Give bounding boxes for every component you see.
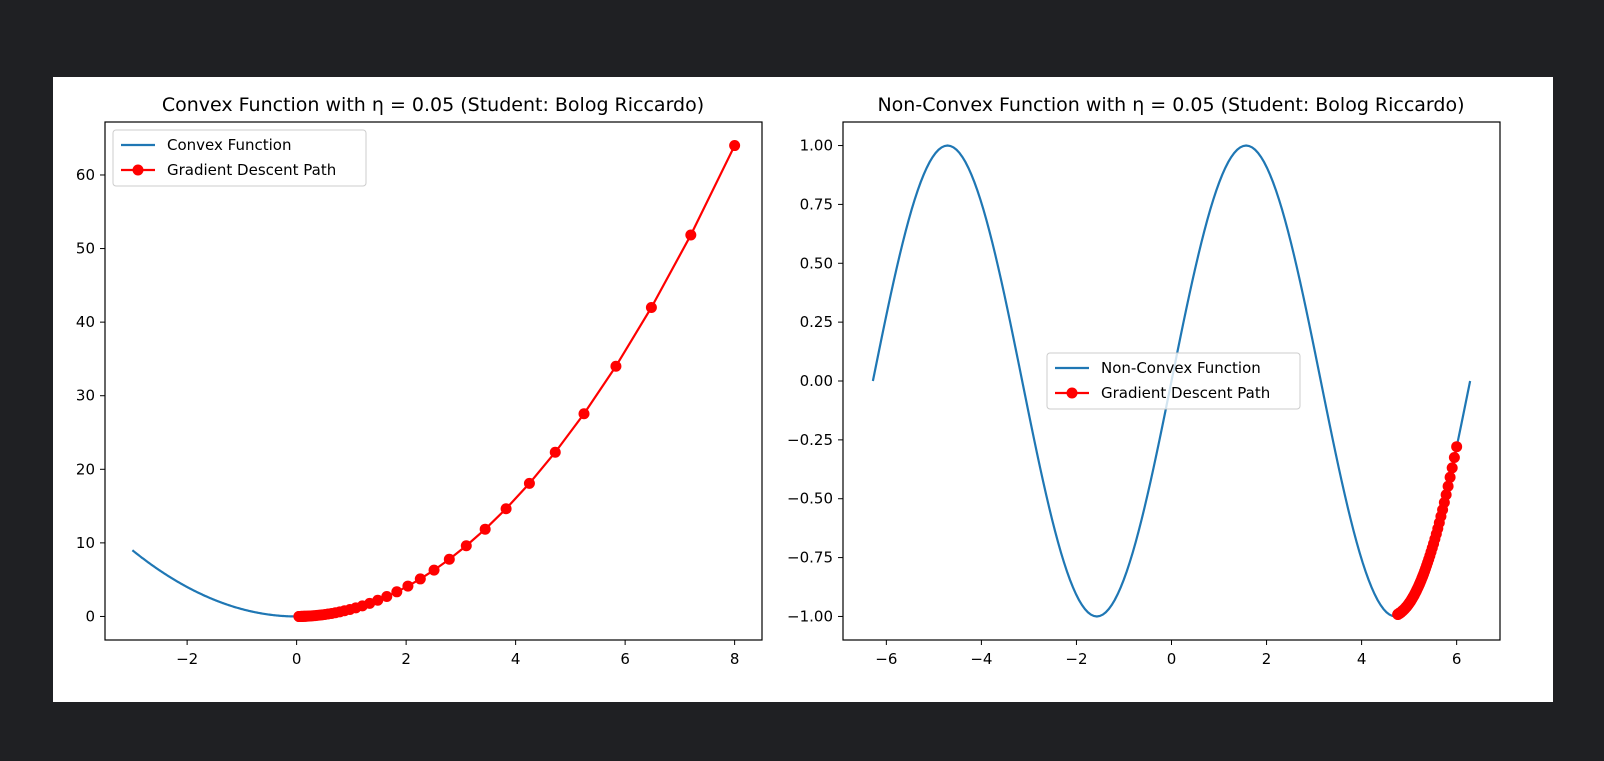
non-convex-y-tick-label: 0.75 (800, 195, 833, 213)
convex-y-tick-label: 60 (76, 166, 95, 184)
convex-legend-function-label: Convex Function (167, 136, 291, 154)
non-convex-descent-point (1446, 462, 1458, 474)
convex-descent-point (729, 140, 741, 152)
convex-x-tick-label: −2 (176, 650, 198, 668)
convex-x-tick-label: 8 (730, 650, 740, 668)
non-convex-y-tick-label: −1.00 (787, 607, 833, 625)
non-convex-y-tick-label: 0.00 (800, 372, 833, 390)
convex-descent-point (391, 586, 403, 598)
non-convex-x-tick-label: 6 (1452, 650, 1462, 668)
non-convex-x-tick-label: −6 (875, 650, 897, 668)
convex-legend-path-label: Gradient Descent Path (167, 161, 336, 179)
convex-axes-frame (104, 121, 763, 641)
non-convex-y-tick-label: −0.25 (787, 431, 833, 449)
convex-x-tick-label: 6 (620, 650, 630, 668)
non-convex-chart-title: Non-Convex Function with η = 0.05 (Stude… (877, 94, 1464, 116)
figure-svg: Convex Function with η = 0.05 (Student: … (76, 94, 1501, 668)
non-convex-axis-ticks: −6 −4 −2 0 2 4 6 −1.00 −0.75 −0.50 −0.25 0.00 0.25 0.… (787, 137, 1461, 668)
convex-descent-point (685, 229, 697, 241)
non-convex-descent-path-line (1396, 446, 1458, 616)
non-convex-y-tick-label: −0.75 (787, 549, 833, 567)
non-convex-y-tick-label: 0.25 (800, 313, 833, 331)
non-convex-chart: Non-Convex Function with η = 0.05 (Stude… (787, 94, 1501, 668)
convex-y-tick-label: 20 (76, 460, 95, 478)
non-convex-x-tick-label: −2 (1065, 650, 1087, 668)
convex-x-tick-label: 0 (292, 650, 302, 668)
convex-descent-point (293, 610, 305, 622)
non-convex-legend-function-label: Non-Convex Function (1101, 359, 1261, 377)
convex-y-tick-label: 30 (76, 387, 95, 405)
convex-descent-point (500, 503, 512, 515)
non-convex-y-tick-label: 1.00 (800, 137, 833, 155)
non-convex-x-tick-label: 0 (1167, 650, 1177, 668)
convex-descent-point (523, 477, 535, 489)
convex-function-line (131, 549, 297, 618)
non-convex-x-tick-label: 4 (1357, 650, 1367, 668)
convex-y-tick-label: 0 (85, 607, 95, 625)
convex-chart-title: Convex Function with η = 0.05 (Student: … (162, 94, 704, 116)
convex-y-tick-label: 10 (76, 534, 95, 552)
convex-descent-point (381, 591, 393, 603)
non-convex-legend-path-marker (1066, 387, 1078, 399)
convex-legend: Convex Function Gradient Descent Path (112, 129, 367, 187)
convex-axis-ticks: −2 0 2 4 6 8 0 10 20 30 40 50 60 (76, 166, 739, 668)
convex-legend-path-marker (132, 164, 144, 176)
non-convex-descent-point (1442, 480, 1454, 492)
convex-descent-point (443, 553, 455, 565)
convex-descent-point (479, 523, 491, 535)
non-convex-descent-point (1444, 471, 1456, 483)
convex-x-tick-label: 2 (401, 650, 411, 668)
non-convex-y-tick-label: −0.50 (787, 490, 833, 508)
non-convex-descent-point (1448, 452, 1460, 464)
non-convex-x-tick-label: 2 (1262, 650, 1272, 668)
non-convex-descent-point (1451, 441, 1463, 453)
non-convex-legend: Non-Convex Function Gradient Descent Pat… (1046, 352, 1301, 410)
figure-canvas: Convex Function with η = 0.05 (Student: … (53, 77, 1553, 702)
convex-descent-point (578, 408, 590, 420)
non-convex-legend-box (1046, 352, 1301, 410)
non-convex-x-tick-label: −4 (970, 650, 992, 668)
convex-y-tick-label: 40 (76, 313, 95, 331)
convex-plot-area (131, 140, 741, 622)
non-convex-descent-point (1392, 608, 1404, 620)
convex-descent-path-line (298, 145, 736, 618)
convex-descent-point (610, 360, 622, 372)
convex-chart: Convex Function with η = 0.05 (Student: … (76, 94, 763, 668)
convex-descent-point (428, 564, 440, 576)
convex-x-tick-label: 4 (511, 650, 521, 668)
convex-descent-point (402, 580, 414, 592)
convex-y-tick-label: 50 (76, 240, 95, 258)
convex-descent-point (645, 301, 657, 313)
non-convex-y-tick-label: 0.50 (800, 254, 833, 272)
convex-descent-point (414, 573, 426, 585)
convex-descent-point (549, 446, 561, 458)
convex-legend-box (112, 129, 367, 187)
convex-descent-point (460, 540, 472, 552)
non-convex-legend-path-label: Gradient Descent Path (1101, 384, 1270, 402)
